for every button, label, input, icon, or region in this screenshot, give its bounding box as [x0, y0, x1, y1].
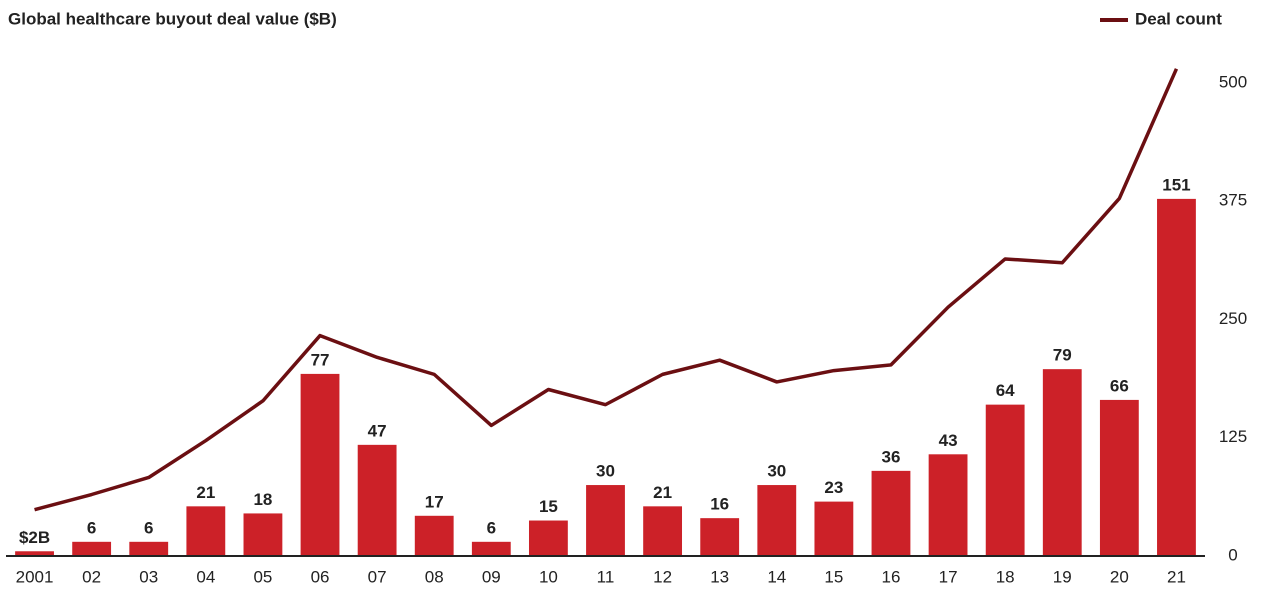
- x-tick-label: 13: [710, 567, 729, 586]
- bar: [528, 520, 568, 556]
- data-label: 30: [596, 462, 615, 481]
- legend-label: Deal count: [1135, 9, 1222, 28]
- x-tick-label: 21: [1167, 567, 1186, 586]
- data-label: 6: [87, 518, 96, 537]
- bar: [300, 373, 340, 556]
- bar: [700, 518, 740, 556]
- x-tick-label: 07: [368, 567, 387, 586]
- data-label: 77: [311, 350, 330, 369]
- y2-tick-label: 0: [1228, 545, 1237, 564]
- x-tick-label: 02: [82, 567, 101, 586]
- y2-tick-label: 375: [1219, 191, 1247, 210]
- data-label: 21: [196, 483, 215, 502]
- data-label: 23: [824, 478, 843, 497]
- x-tick-label: 11: [597, 567, 615, 586]
- bar: [186, 506, 226, 556]
- data-label: 36: [882, 447, 901, 466]
- x-tick-label: 20: [1110, 567, 1129, 586]
- data-label: 16: [710, 495, 729, 514]
- y2-tick-label: 125: [1219, 427, 1247, 446]
- bar: [871, 470, 911, 556]
- bar: [15, 551, 54, 556]
- x-tick-label: 08: [425, 567, 444, 586]
- data-label: 6: [144, 518, 153, 537]
- data-label: 43: [939, 431, 958, 450]
- bar: [643, 506, 683, 556]
- data-label: 64: [996, 381, 1015, 400]
- data-label: 18: [253, 490, 272, 509]
- data-label: 151: [1162, 175, 1190, 194]
- bar: [243, 513, 283, 556]
- data-label: 79: [1053, 346, 1072, 365]
- data-label: 21: [653, 483, 672, 502]
- bar: [129, 541, 169, 556]
- bar: [471, 541, 511, 556]
- bar: [1042, 369, 1082, 556]
- x-tick-label: 03: [139, 567, 158, 586]
- x-tick-label: 16: [882, 567, 901, 586]
- bar: [1099, 399, 1139, 556]
- data-label: 17: [425, 492, 444, 511]
- y2-tick-label: 500: [1219, 72, 1247, 91]
- data-label: 30: [767, 462, 786, 481]
- bar: [814, 501, 854, 556]
- data-label: 47: [368, 421, 387, 440]
- x-tick-label: 09: [482, 567, 501, 586]
- bar: [985, 404, 1025, 556]
- y2-tick-label: 250: [1219, 309, 1247, 328]
- x-tick-label: 04: [196, 567, 215, 586]
- x-tick-label: 17: [939, 567, 958, 586]
- x-tick-label: 19: [1053, 567, 1072, 586]
- data-label: 15: [539, 497, 558, 516]
- line: [34, 68, 1179, 512]
- x-tick-label: 15: [824, 567, 843, 586]
- x-tick-label: 06: [311, 567, 330, 586]
- data-label: $2B: [19, 528, 50, 547]
- bar: [414, 515, 454, 556]
- bar: [928, 454, 968, 556]
- data-label: 6: [487, 518, 496, 537]
- chart-title: Global healthcare buyout deal value ($B): [8, 9, 337, 28]
- data-label: 66: [1110, 376, 1129, 395]
- bar: [357, 444, 397, 556]
- x-tick-label: 14: [767, 567, 786, 586]
- bar: [757, 485, 797, 556]
- x-tick-label: 05: [253, 567, 272, 586]
- bar: [72, 541, 112, 556]
- x-tick-label: 18: [996, 567, 1015, 586]
- bar: [586, 485, 625, 556]
- x-tick-label: 2001: [16, 567, 54, 586]
- x-tick-label: 10: [539, 567, 558, 586]
- x-tick-label: 12: [653, 567, 672, 586]
- bar: [1157, 198, 1196, 556]
